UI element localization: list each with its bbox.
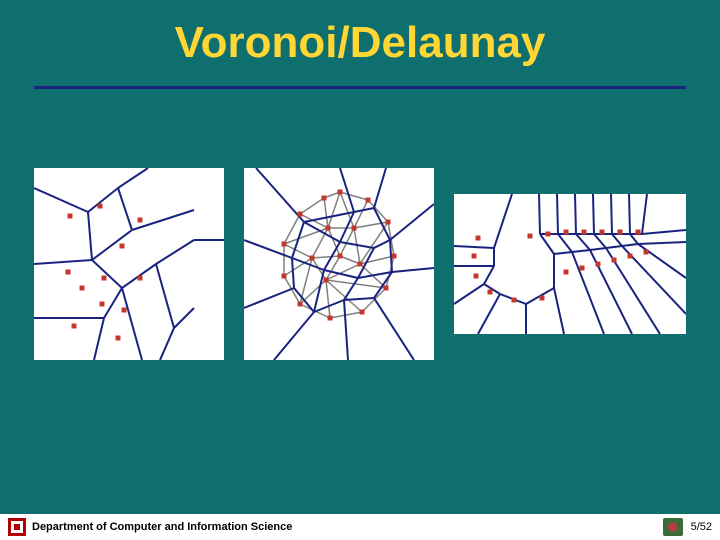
voronoi-panel-1 — [34, 168, 224, 360]
dept-logo-icon — [663, 518, 683, 536]
university-logo-icon — [8, 518, 26, 536]
slide-title: Voronoi/Delaunay — [0, 18, 720, 68]
diagram-row — [34, 168, 686, 360]
footer-bar: Department of Computer and Information S… — [0, 514, 720, 540]
footer-department: Department of Computer and Information S… — [32, 521, 292, 533]
title-underline — [34, 86, 686, 89]
voronoi-panel-3 — [454, 194, 686, 334]
slide: Voronoi/Delaunay Department of Computer … — [0, 0, 720, 540]
voronoi-delaunay-panel-2 — [244, 168, 434, 360]
page-number: 5/52 — [691, 521, 712, 533]
